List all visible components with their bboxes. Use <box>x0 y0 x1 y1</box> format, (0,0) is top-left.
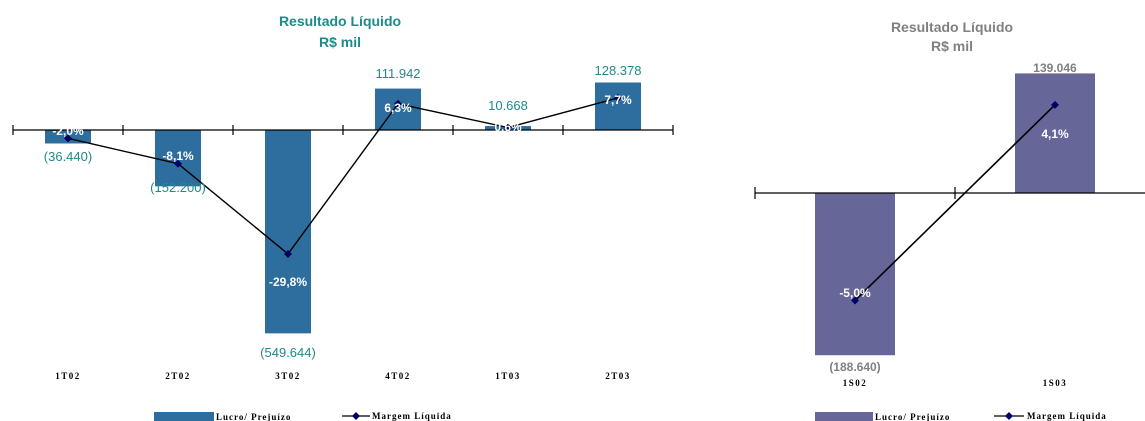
chart2-value-label-1S02: (188.640) <box>829 360 880 374</box>
chart1-category-label-2T02: 2T02 <box>165 371 191 381</box>
chart1-value-label-4T02: 111.942 <box>375 66 420 81</box>
chart1-category-label-4T02: 4T02 <box>385 371 411 381</box>
chart1-margin-label-2T03: 7,7% <box>604 93 632 107</box>
chart1-margin-point-1T03 <box>504 123 512 132</box>
chart1-margin-label-4T02: 6,3% <box>384 101 412 115</box>
chart1-bar-3T02 <box>265 130 311 334</box>
chart2-category-label-1S03: 1S03 <box>1043 378 1068 388</box>
chart1-margin-label-2T02: -8,1% <box>162 149 194 163</box>
chart2-margin-line <box>854 104 1056 302</box>
chart1-value-label-1T02: (36.440) <box>44 149 92 164</box>
chart2-legend-bar-swatch <box>815 412 873 421</box>
chart1-margin-label-1T02: -2,0% <box>52 124 84 138</box>
chart1-legend-bar-swatch <box>154 412 214 421</box>
chart2-title: Resultado Líquido <box>891 19 1013 35</box>
chart2-value-label-1S03: 139.046 <box>1033 61 1077 75</box>
chart1-margin-line <box>67 97 619 255</box>
chart1-margin-label-3T02: -29,8% <box>269 275 307 289</box>
chart2-category-label-1S02: 1S02 <box>843 378 868 388</box>
chart1-category-label-1T03: 1T03 <box>495 371 521 381</box>
chart1-title: Resultado Líquido <box>279 13 401 29</box>
chart1-margin-point-1T02 <box>64 134 72 143</box>
chart1-bar-2T03 <box>595 82 641 130</box>
chart1-value-label-2T02: (152.200) <box>150 180 206 195</box>
chart1-margin-label-1T03: 0,6% <box>494 120 522 134</box>
chart1-margin-point-4T02 <box>394 99 402 108</box>
chart1-category-label-3T02: 3T02 <box>275 371 301 381</box>
chart1-value-label-3T02: (549.644) <box>260 345 316 360</box>
chart2-margin-label-1S02: -5,0% <box>839 286 871 300</box>
chart2-margin-point-1S03 <box>1051 100 1059 109</box>
chart1-legend-line-label: Margem Líquida <box>372 411 452 421</box>
chart1-category-label-2T03: 2T03 <box>605 371 631 381</box>
chart2-legend-bar-label: Lucro/ Prejuízo <box>875 412 950 421</box>
chart1-margin-point-2T03 <box>614 93 622 102</box>
chart1-value-label-1T03: 10.668 <box>488 98 528 113</box>
chart1-legend-line-marker <box>352 412 360 420</box>
chart2-legend-line-marker <box>1005 412 1013 420</box>
chart1-margin-point-2T02 <box>174 159 182 168</box>
chart1-legend-bar-label: Lucro/ Prejuízo <box>216 412 291 421</box>
chart1-bar-4T02 <box>375 88 421 130</box>
chart2-bar-1S03 <box>1015 73 1095 193</box>
chart2-margin-point-1S02 <box>851 296 859 305</box>
chart1-margin-point-3T02 <box>284 249 292 258</box>
chart2-legend-line-label: Margem Líquida <box>1027 411 1107 421</box>
chart2-subtitle: R$ mil <box>931 38 973 54</box>
chart2-margin-label-1S03: 4,1% <box>1041 127 1069 141</box>
chart1-value-label-2T03: 128.378 <box>595 63 642 78</box>
chart1-category-label-1T02: 1T02 <box>55 371 81 381</box>
chart1-subtitle: R$ mil <box>319 34 361 50</box>
